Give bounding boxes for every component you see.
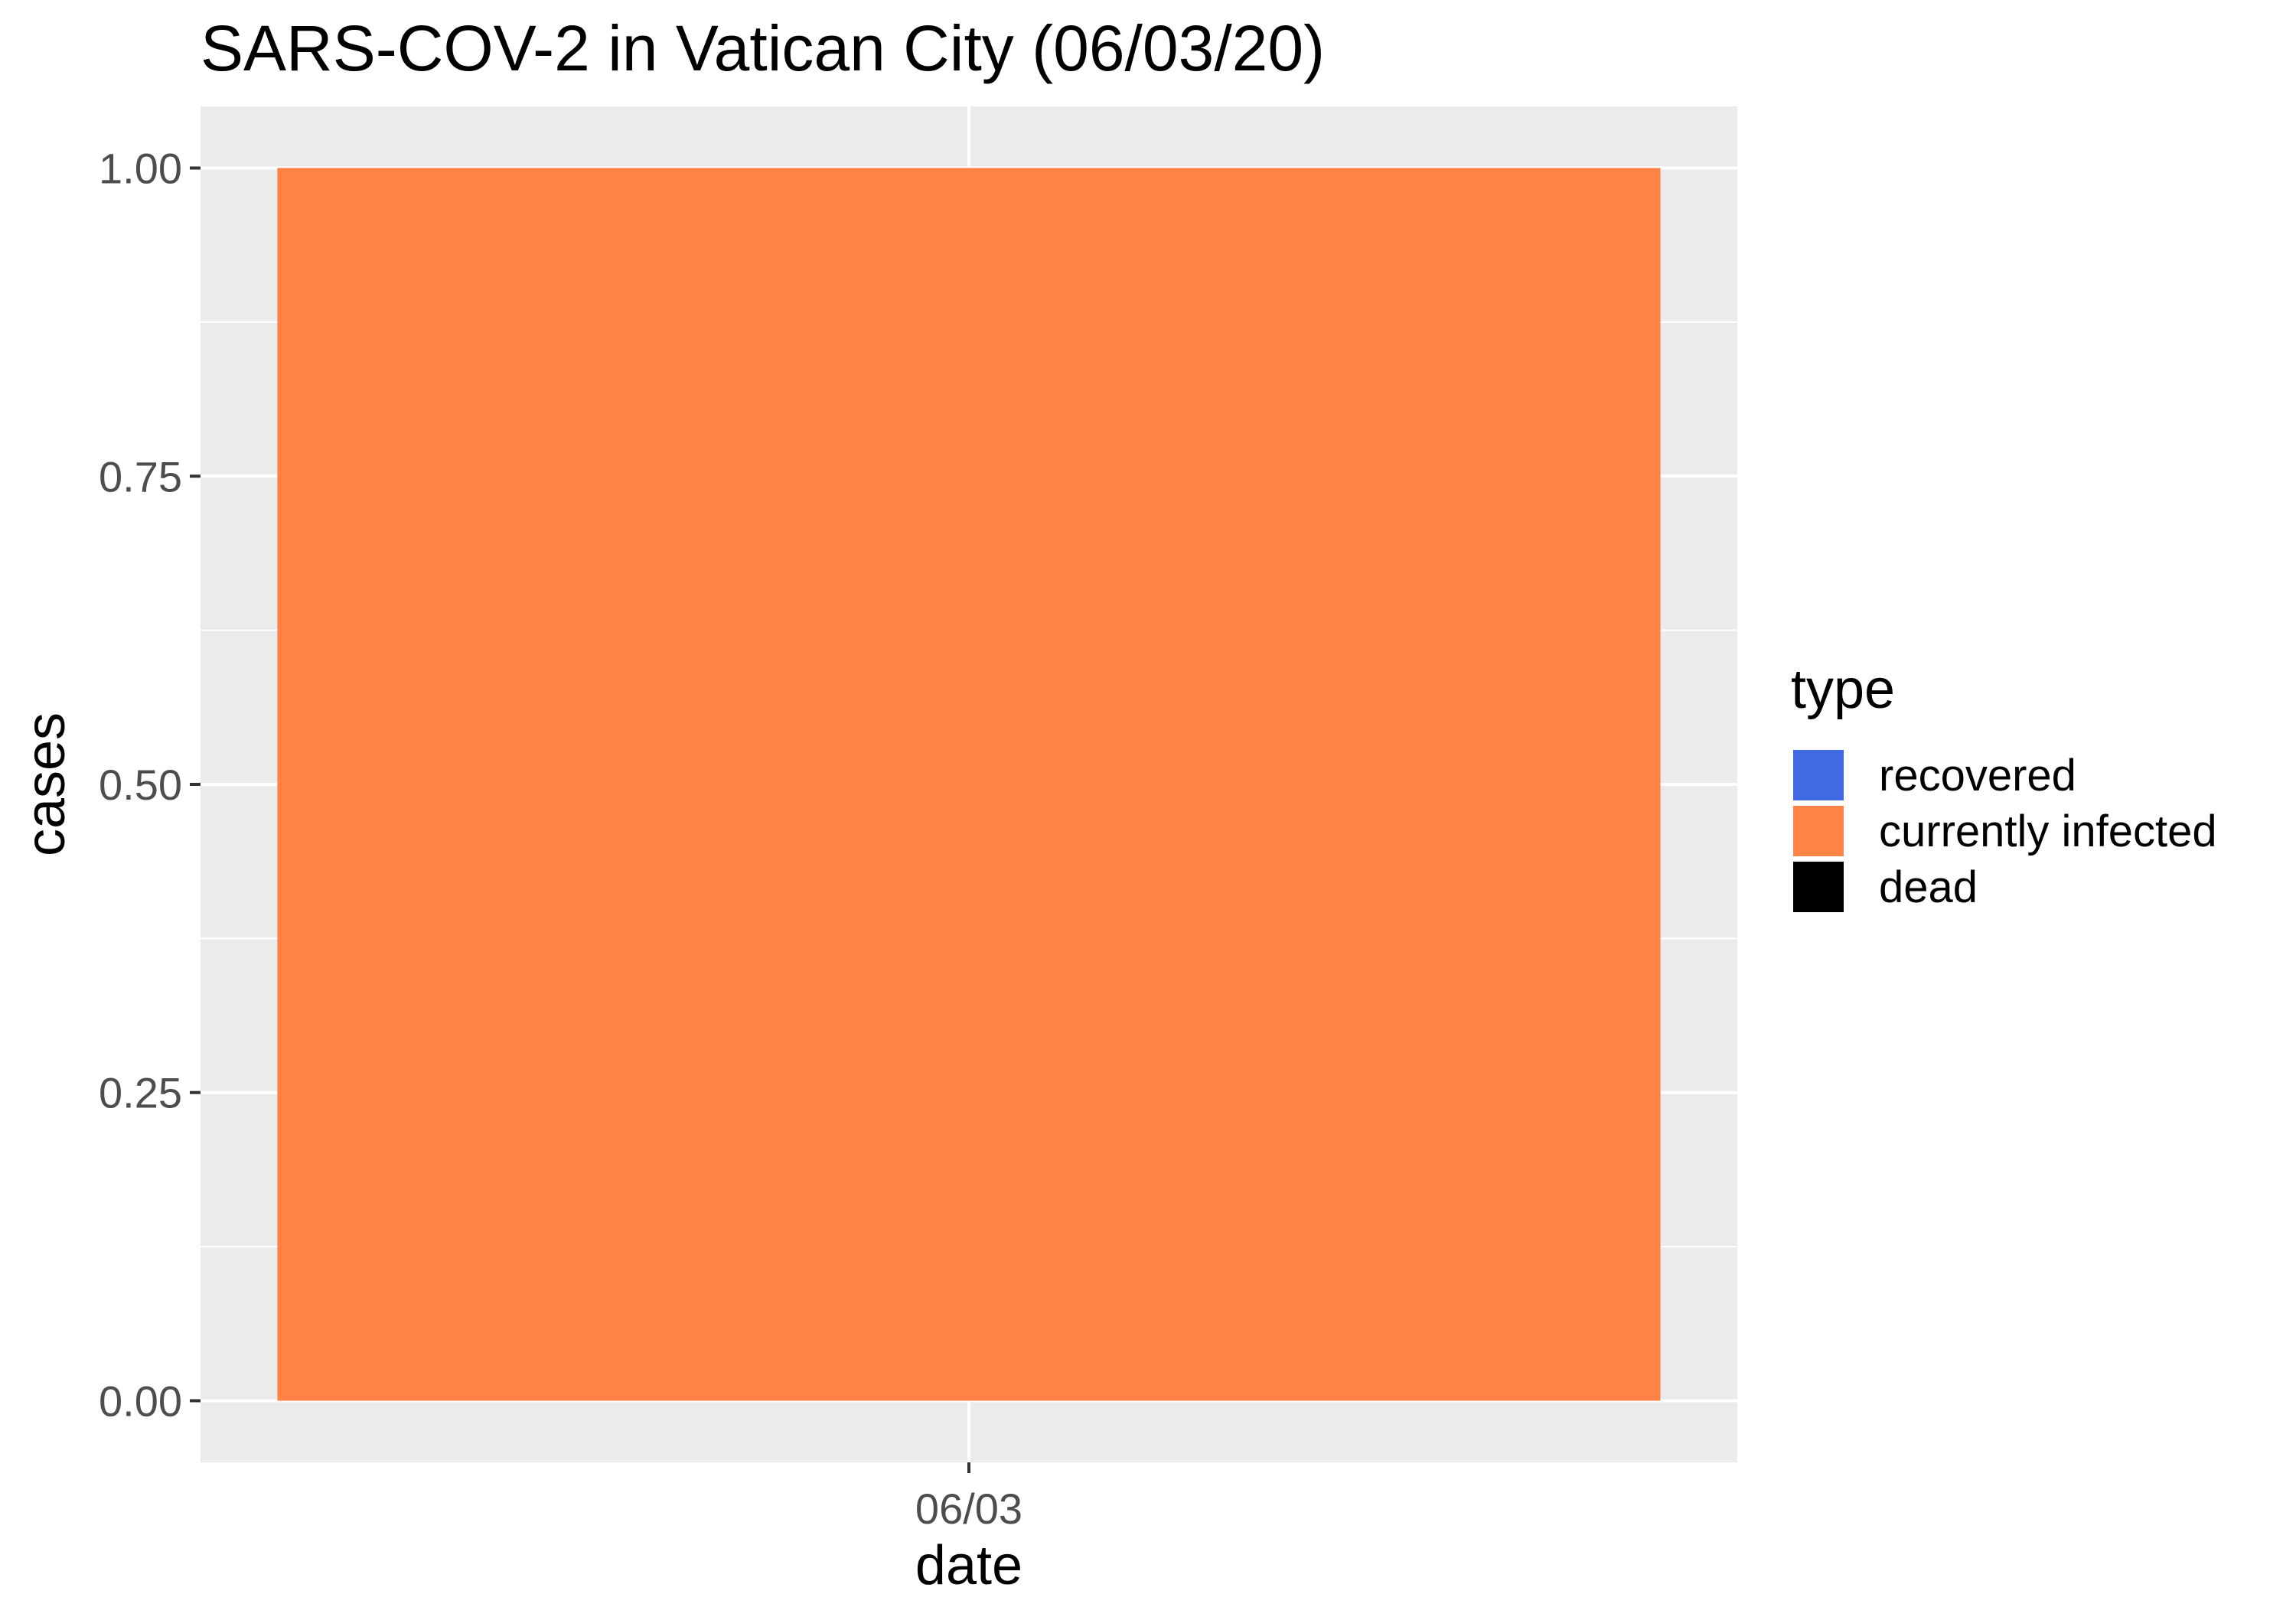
y-tick-label: 1.00 [99,145,182,193]
legend-title: type [1791,659,1895,720]
legend-swatch [1793,806,1844,856]
legend-label: dead [1879,862,1978,912]
y-tick-label: 0.00 [99,1377,182,1425]
y-tick-label: 0.75 [99,452,182,500]
x-axis-title: date [915,1535,1022,1596]
legend-label: recovered [1879,751,2076,800]
bar-currently-infected [277,168,1661,1401]
y-axis-title: cases [15,712,77,856]
legend-swatch [1793,862,1844,912]
y-axis: 0.00 0.25 0.50 0.75 1.00 [99,145,201,1425]
y-tick-label: 0.25 [99,1069,182,1117]
x-axis: 06/03 [915,1462,1022,1533]
legend: type recovered currently infected dead [1791,659,2217,912]
chart-title: SARS-COV-2 in Vatican City (06/03/20) [201,12,1325,84]
legend-label: currently infected [1879,807,2217,856]
bars [277,168,1661,1401]
x-tick-label: 06/03 [915,1485,1022,1533]
legend-swatch [1793,750,1844,800]
y-tick-label: 0.50 [99,761,182,809]
